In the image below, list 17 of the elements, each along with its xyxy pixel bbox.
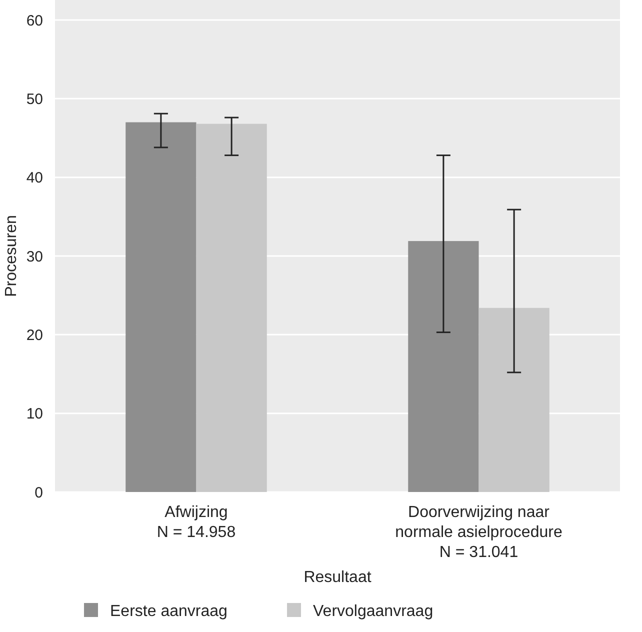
bar [196,124,267,492]
x-tick-label: Afwijzing N = 14.958 [156,504,236,541]
y-tick-label: 50 [26,90,43,108]
y-tick-label: 20 [26,326,43,344]
x-tick-label: Doorverwijzing naar normale asielprocedure N = 31.041 [395,504,562,561]
y-tick-label: 60 [26,12,43,30]
legend-label: Eerste aanvraag [110,603,228,620]
y-tick-label: 10 [26,406,43,423]
y-tick-label: 0 [34,484,43,502]
bar [126,122,196,492]
y-tick-label: 40 [26,170,43,187]
bar [408,241,479,492]
x-axis-title: Resultaat [304,569,372,586]
y-tick-label: 30 [26,248,43,266]
bar [478,308,550,492]
legend-label: Vervolgaanvraag [313,603,434,620]
y-axis-title: Procesuren [3,215,20,297]
